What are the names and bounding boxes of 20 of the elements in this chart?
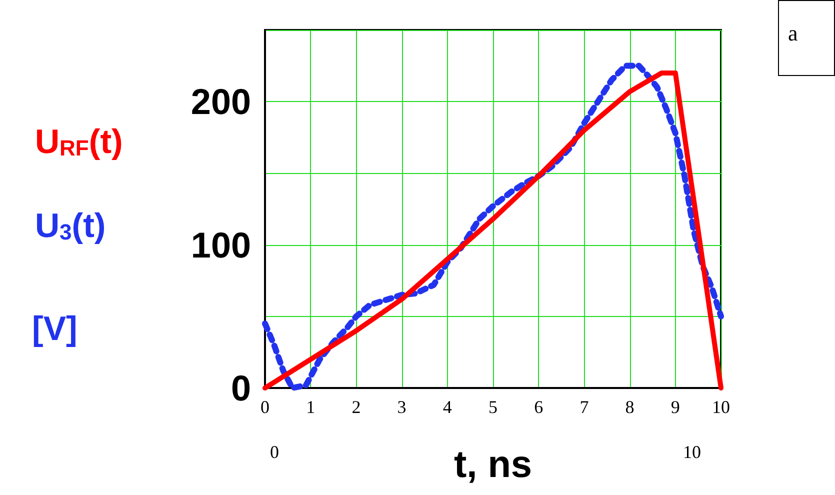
x-tick-label: 2 (352, 397, 361, 417)
y-tick-label: 100 (190, 224, 251, 266)
x-tick-label: 8 (625, 397, 634, 417)
x-tick-label: 4 (442, 397, 452, 417)
x-tick-label: 5 (488, 397, 498, 417)
x-tick-label: 6 (534, 397, 544, 417)
x-tick-label: 3 (397, 397, 406, 417)
y-tick-label: 200 (190, 81, 251, 122)
x-tick-label: 7 (580, 397, 589, 417)
x-axis-title: t, ns (454, 444, 532, 486)
x-tick-label: 10 (712, 397, 730, 417)
y-axis-title: [V] (32, 310, 78, 348)
x-tick-label: 1 (306, 397, 316, 417)
text: a (788, 20, 798, 46)
text: URF(t) (35, 123, 123, 161)
text: 0 (270, 442, 279, 462)
x-tick-label: 0 (260, 397, 270, 417)
x-tick-label: 9 (670, 397, 680, 417)
text: U3(t) (35, 207, 106, 245)
text: 10 (683, 442, 701, 462)
